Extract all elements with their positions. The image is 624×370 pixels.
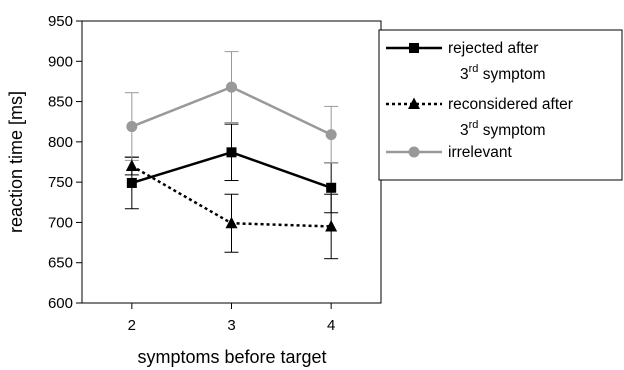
data-point-square <box>126 177 137 188</box>
data-point-circle <box>325 129 337 141</box>
y-tick-label: 750 <box>48 174 73 191</box>
legend-label: reconsidered after <box>448 96 573 113</box>
y-tick-label: 850 <box>48 94 73 111</box>
legend-marker-circle <box>408 146 420 158</box>
data-markers <box>125 81 338 232</box>
data-point-triangle <box>125 159 138 172</box>
y-tick-label: 600 <box>48 295 73 312</box>
legend-marker-triangle <box>408 97 420 109</box>
legend-box <box>378 29 623 181</box>
y-axis-label: reaction time [ms] <box>6 91 26 233</box>
data-point-circle <box>226 81 237 93</box>
x-tick-label: 4 <box>327 317 335 334</box>
y-tick-label: 700 <box>48 214 73 231</box>
data-point-triangle <box>325 219 338 232</box>
y-tick-label: 800 <box>48 134 73 151</box>
legend: rejected after 3rd symptom reconsidered af… <box>378 29 623 181</box>
axes: 600 650 700 750 800 850 900 950 2 3 4 <box>48 13 335 334</box>
legend-label: rejected after <box>448 40 538 57</box>
y-tick-label: 950 <box>48 13 73 30</box>
y-tick-label: 650 <box>48 255 73 272</box>
x-tick-label: 3 <box>227 317 235 334</box>
data-point-square <box>326 182 337 193</box>
y-tick-label: 900 <box>48 53 73 70</box>
data-point-circle <box>126 121 138 133</box>
legend-label: irrelevant <box>448 144 512 161</box>
x-tick-label: 2 <box>128 317 136 334</box>
legend-label-line2: 3rd symptom <box>460 63 546 83</box>
x-axis-label: symptoms before target <box>137 347 326 367</box>
data-point-square <box>226 147 237 158</box>
data-point-triangle <box>225 216 238 229</box>
legend-label-line2: 3rd symptom <box>460 119 546 139</box>
legend-marker-square <box>409 43 419 53</box>
